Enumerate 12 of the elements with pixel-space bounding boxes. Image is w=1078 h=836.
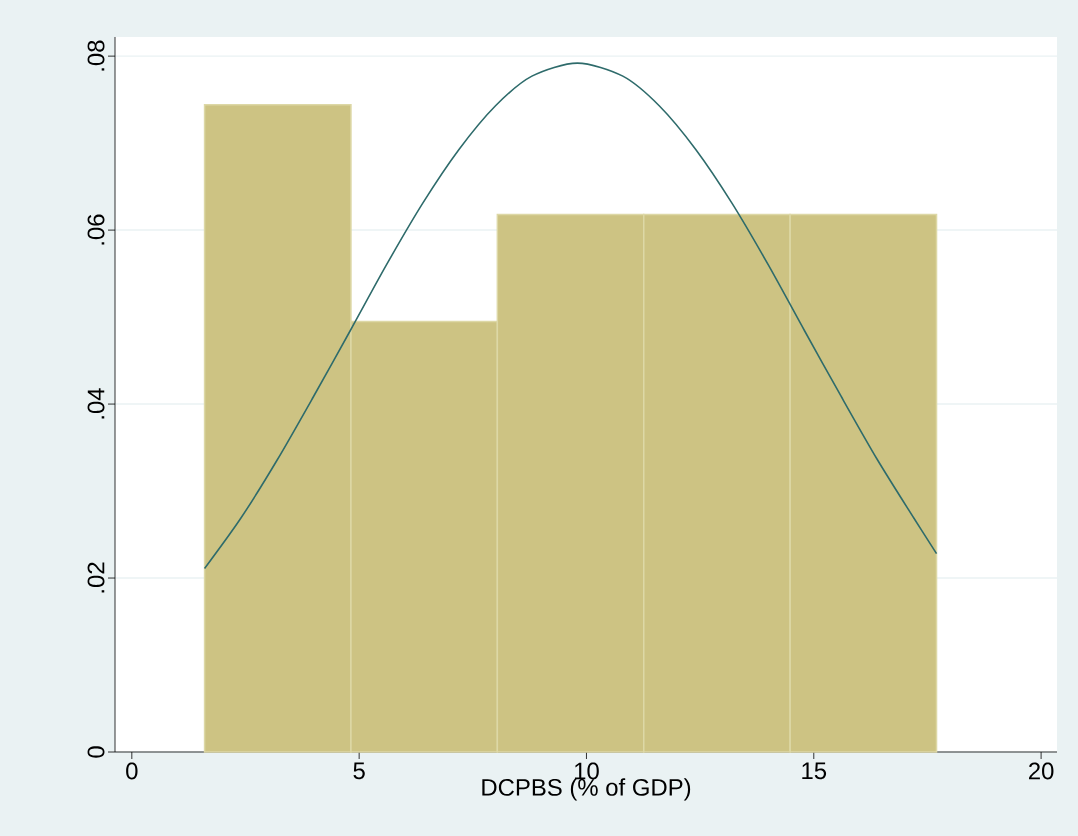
y-tick-label: .06 [87, 214, 105, 245]
x-axis-title: DCPBS (% of GDP) [482, 778, 691, 801]
line-series [203, 62, 938, 570]
y-tick-label: 0 [87, 746, 105, 758]
x-tick-label: 5 [353, 762, 365, 780]
x-tick-label: 15 [802, 762, 827, 780]
x-tick-label: 20 [1029, 762, 1054, 780]
x-tick-label: 0 [126, 762, 138, 780]
y-tick-label: .08 [87, 40, 105, 71]
y-tick-label: .02 [87, 562, 105, 593]
x-tick-label: 10 [574, 762, 599, 780]
y-tick-label: .04 [87, 388, 105, 419]
